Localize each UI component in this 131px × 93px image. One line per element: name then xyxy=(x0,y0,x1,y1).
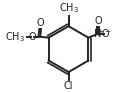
Text: O: O xyxy=(28,32,36,42)
Text: Cl: Cl xyxy=(64,81,73,91)
Text: +: + xyxy=(97,29,103,35)
Text: O: O xyxy=(36,18,44,28)
Text: −: − xyxy=(105,29,110,35)
Text: CH$_3$: CH$_3$ xyxy=(5,30,25,44)
Text: O: O xyxy=(101,29,109,39)
Text: N: N xyxy=(94,29,102,39)
Text: CH$_3$: CH$_3$ xyxy=(59,1,78,15)
Text: O: O xyxy=(94,16,102,26)
